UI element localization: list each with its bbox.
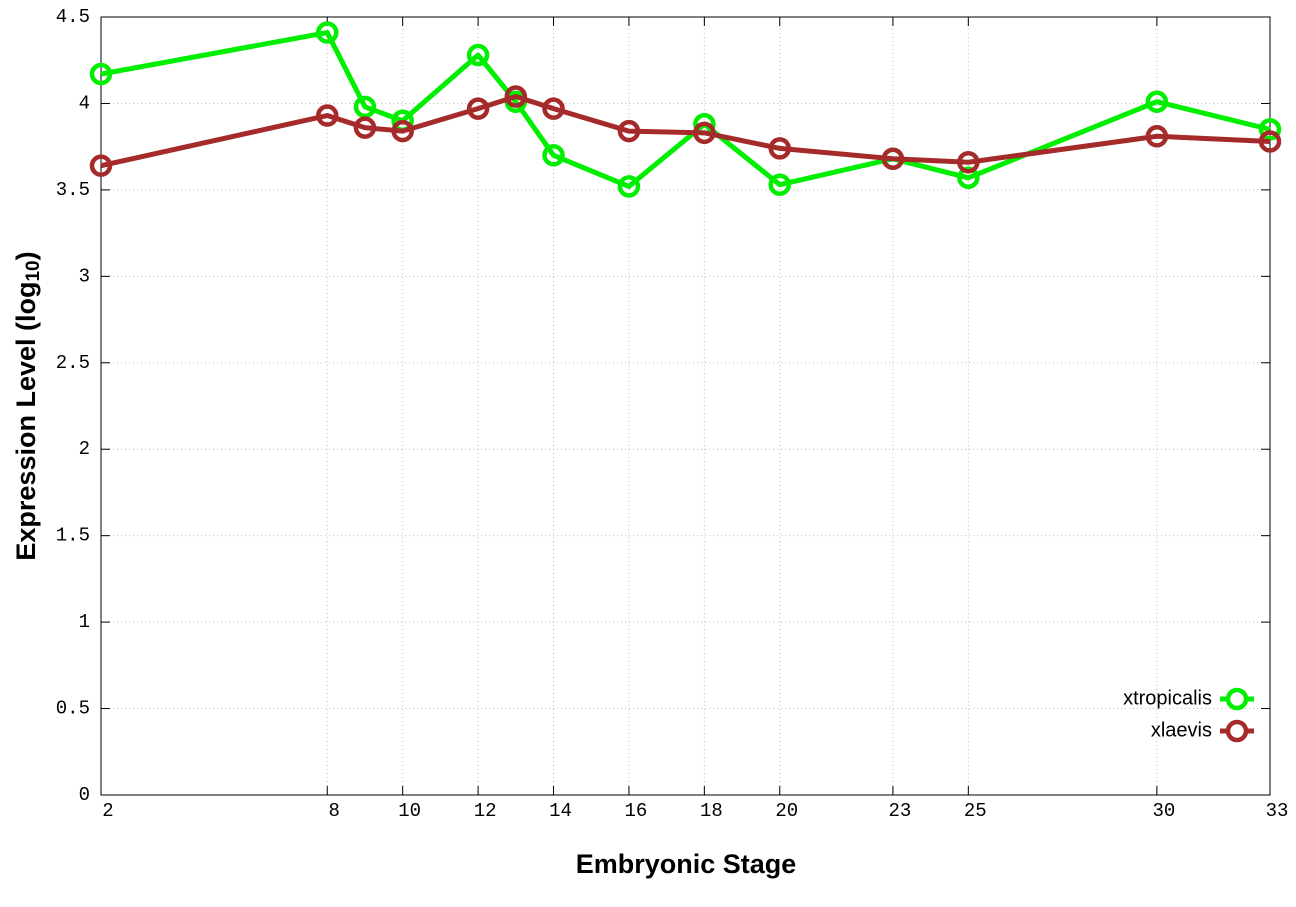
y-tick-label: 0 (79, 784, 90, 806)
y-tick-label: 4.5 (56, 6, 90, 28)
marker (353, 95, 377, 119)
series-line (100, 30, 1271, 189)
marker (89, 154, 113, 177)
legend-label: xtropicalis (1123, 687, 1212, 709)
marker (89, 62, 113, 86)
marker (1145, 125, 1169, 148)
y-axis-label-subscript: 10 (23, 260, 44, 281)
marker (1258, 118, 1282, 141)
marker (1145, 90, 1169, 113)
y-tick-label: 2.5 (56, 352, 90, 374)
marker (466, 97, 490, 120)
x-tick-label: 10 (398, 800, 421, 822)
x-axis-label: Embryonic Stage (576, 849, 797, 879)
y-tick-label: 1.5 (56, 525, 90, 547)
y-axis-label-main: Expression Level (log (11, 282, 41, 561)
marker (693, 121, 716, 145)
x-tick-label: 18 (700, 800, 723, 822)
y-tick-label: 4 (79, 92, 90, 114)
marker (1258, 130, 1282, 153)
x-tick-label: 16 (625, 800, 648, 822)
x-tick-label: 12 (474, 800, 497, 822)
y-tick-label: 1 (79, 611, 90, 633)
y-tick-label: 0.5 (56, 698, 90, 720)
y-tick-label: 2 (79, 438, 90, 460)
marker (617, 175, 641, 198)
y-tick-label: 3 (79, 265, 90, 287)
x-tick-label: 33 (1266, 800, 1289, 822)
legend-label: xlaevis (1151, 719, 1212, 741)
marker (353, 116, 377, 139)
marker (466, 43, 490, 67)
y-axis-label-end: ) (11, 251, 41, 260)
x-tick-label: 14 (549, 800, 572, 822)
plot-frame (100, 16, 1271, 796)
marker (768, 137, 792, 160)
x-tick-label: 30 (1152, 800, 1175, 822)
marker (957, 150, 980, 174)
x-tick-label: 8 (329, 800, 340, 822)
marker (391, 119, 414, 143)
x-tick-label: 20 (775, 800, 798, 822)
marker (316, 21, 339, 44)
y-tick-label: 3.5 (56, 179, 90, 201)
marker (316, 104, 339, 127)
marker (504, 85, 528, 108)
y-axis-label: Expression Level (log10) (11, 251, 44, 560)
x-tick-label: 25 (964, 800, 987, 822)
marker (542, 144, 565, 167)
marker (617, 119, 641, 143)
legend-marker (1225, 687, 1249, 711)
marker (881, 147, 905, 171)
legend-marker (1225, 719, 1249, 743)
marker (957, 166, 980, 190)
marker (768, 173, 792, 196)
series-line (100, 94, 1271, 169)
x-tick-label: 23 (888, 800, 911, 822)
x-tick-label: 2 (102, 800, 113, 822)
marker (542, 97, 565, 120)
